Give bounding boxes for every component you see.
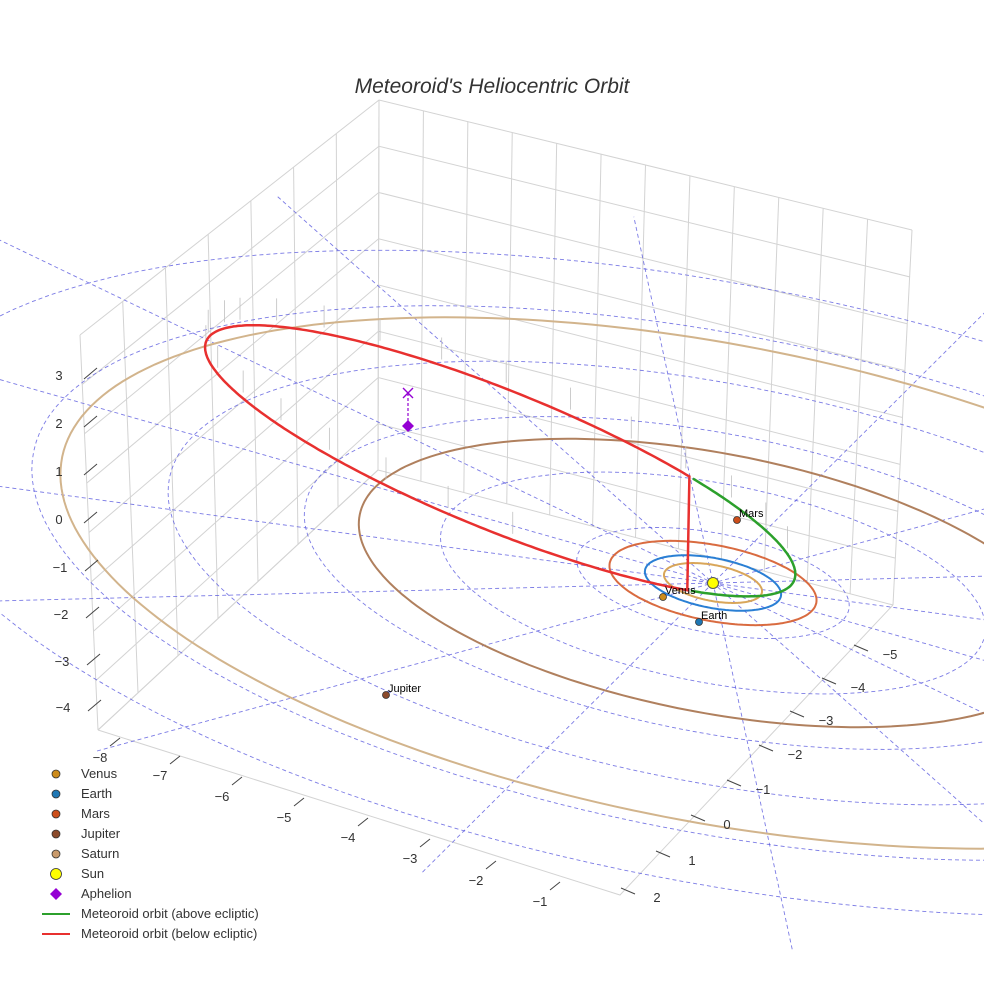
z-tick-label: −3 (55, 654, 70, 669)
y-tick-label: −4 (851, 680, 866, 695)
z-tick-label: −1 (53, 560, 68, 575)
planet-label-mars: Mars (739, 508, 764, 520)
x-tick-mark (486, 861, 496, 869)
legend-symbol-bigdot (38, 864, 74, 884)
legend-item: Earth (38, 784, 338, 804)
legend-item: Aphelion (38, 884, 338, 904)
x-tick-mark (170, 756, 180, 764)
x-tick-label: −3 (403, 851, 418, 866)
planet-label-jupiter: Jupiter (388, 683, 421, 695)
z-tick-label: −2 (54, 607, 69, 622)
legend-symbol-dot (38, 804, 74, 824)
legend-label: Earth (81, 784, 112, 804)
y-tick-mark (727, 780, 741, 786)
y-tick-label: 1 (688, 853, 695, 868)
legend-symbol-dot (38, 824, 74, 844)
legend-item: Jupiter (38, 824, 338, 844)
legend-item: Sun (38, 864, 338, 884)
y-tick-mark (759, 745, 773, 751)
x-tick-label: −1 (533, 894, 548, 909)
legend-symbol-dot (38, 844, 74, 864)
x-tick-label: −2 (469, 873, 484, 888)
y-tick-label: −1 (756, 782, 771, 797)
z-tick-label: 3 (55, 368, 62, 383)
y-tick-mark (790, 711, 804, 717)
legend-symbol-dot (38, 784, 74, 804)
legend-item: Mars (38, 804, 338, 824)
planet-label-venus: Venus (665, 585, 696, 597)
z-tick-label: −4 (56, 700, 71, 715)
chart-title: Meteoroid's Heliocentric Orbit (0, 75, 984, 99)
legend-label: Aphelion (81, 884, 132, 904)
legend-item: Saturn (38, 844, 338, 864)
x-tick-mark (550, 882, 560, 890)
x-tick-mark (358, 818, 368, 826)
y-tick-label: −3 (819, 713, 834, 728)
legend-label: Jupiter (81, 824, 120, 844)
legend-symbol-line (38, 904, 74, 924)
planet-label-earth: Earth (701, 610, 727, 622)
x-tick-label: −4 (341, 830, 356, 845)
legend-symbol-dot (38, 764, 74, 784)
legend-item: Meteoroid orbit (below ecliptic) (38, 924, 338, 944)
z-tick-label: 0 (55, 512, 62, 527)
x-tick-label: −8 (93, 750, 108, 765)
legend-label: Meteoroid orbit (below ecliptic) (81, 924, 257, 944)
legend-label: Mars (81, 804, 110, 824)
y-tick-label: 0 (723, 817, 730, 832)
z-tick-label: 2 (55, 416, 62, 431)
legend-item: Meteoroid orbit (above ecliptic) (38, 904, 338, 924)
legend-label: Sun (81, 864, 104, 884)
y-tick-label: 2 (653, 890, 660, 905)
legend-label: Saturn (81, 844, 119, 864)
y-tick-label: −2 (788, 747, 803, 762)
legend-label: Meteoroid orbit (above ecliptic) (81, 904, 259, 924)
x-tick-mark (420, 839, 430, 847)
legend-item: Venus (38, 764, 338, 784)
legend-symbol-diamond (38, 884, 74, 904)
y-tick-label: −5 (883, 647, 898, 662)
y-tick-mark (854, 645, 868, 651)
z-tick-label: 1 (55, 464, 62, 479)
legend-label: Venus (81, 764, 117, 784)
sun-marker (708, 578, 719, 589)
legend-symbol-line (38, 924, 74, 944)
